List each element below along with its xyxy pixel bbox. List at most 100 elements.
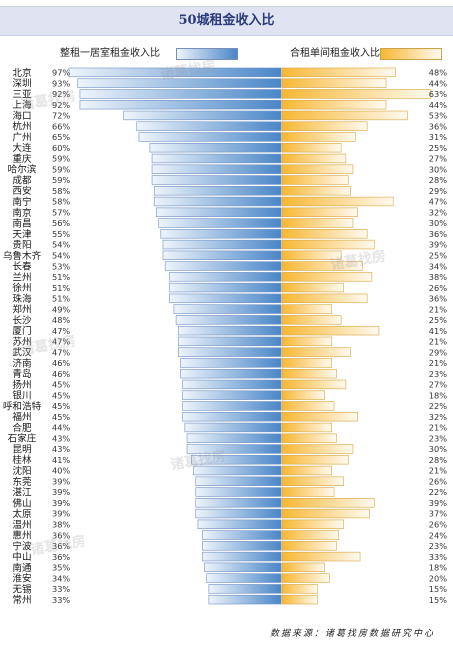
category-label: 天津	[12, 229, 32, 240]
category-label: 杭州	[12, 121, 31, 133]
bar-right	[281, 121, 368, 131]
value-label-left: 65%	[52, 132, 70, 142]
category-label: 兰州	[12, 271, 31, 283]
value-label-left: 33%	[52, 595, 70, 605]
category-label: 南京	[12, 207, 31, 219]
value-label-right: 44%	[429, 100, 447, 110]
legend-swatch-right	[380, 48, 442, 60]
value-label-right: 21%	[429, 423, 447, 433]
value-label-left: 45%	[52, 401, 70, 411]
value-label-right: 25%	[429, 315, 447, 325]
value-label-left: 40%	[52, 466, 70, 476]
bar-right	[281, 455, 349, 465]
bar-left	[162, 239, 282, 250]
value-label-left: 49%	[52, 304, 70, 314]
category-label: 青岛	[12, 368, 31, 380]
bar-right	[281, 153, 347, 164]
category-label: 广州	[12, 131, 31, 143]
bar-right	[281, 487, 335, 497]
value-label-left: 43%	[52, 433, 70, 443]
value-label-right: 15%	[429, 584, 447, 594]
value-label-right: 21%	[429, 337, 447, 347]
bar-left	[149, 143, 282, 153]
category-label: 重庆	[12, 153, 32, 165]
bar-left	[162, 250, 282, 260]
value-label-right: 36%	[429, 121, 447, 131]
value-label-left: 45%	[52, 380, 70, 390]
value-label-left: 59%	[52, 154, 70, 164]
category-label: 长春	[12, 261, 32, 273]
category-label: 惠州	[12, 530, 31, 542]
value-label-right: 33%	[429, 552, 447, 562]
bar-right	[281, 401, 335, 411]
value-label-left: 47%	[52, 347, 70, 357]
category-label: 太原	[12, 508, 32, 520]
category-label: 苏州	[12, 336, 31, 348]
bar-right	[281, 282, 344, 293]
category-label: 哈尔滨	[8, 164, 37, 176]
value-label-left: 33%	[52, 584, 70, 594]
value-label-left: 92%	[52, 89, 70, 99]
bar-left	[79, 99, 282, 110]
value-labels-left: 97%93%92%92%72%66%65%60%59%59%59%58%58%5…	[52, 68, 70, 605]
bar-left	[169, 293, 282, 304]
value-label-left: 53%	[52, 261, 70, 271]
bar-right	[281, 67, 396, 78]
bar-left	[204, 562, 282, 573]
bar-right	[281, 272, 373, 282]
value-label-right: 26%	[429, 283, 447, 293]
category-label: 桂林	[12, 454, 32, 466]
value-label-right: 30%	[429, 218, 447, 228]
bar-left	[138, 132, 282, 142]
legend-label-left: 整租一居室租金收入比	[60, 48, 160, 59]
category-label: 北京	[12, 67, 31, 79]
value-label-left: 66%	[52, 121, 70, 131]
value-label-right: 41%	[429, 326, 447, 336]
category-label: 南通	[12, 562, 32, 574]
category-label: 深圳	[12, 79, 31, 90]
value-label-left: 57%	[52, 207, 70, 217]
bar-left	[164, 261, 282, 271]
value-label-left: 46%	[52, 369, 70, 379]
bar-right	[281, 143, 342, 153]
bar-left	[180, 358, 282, 368]
bar-right	[281, 78, 387, 88]
value-label-left: 93%	[52, 78, 70, 88]
value-label-left: 38%	[52, 520, 70, 530]
value-label-left: 39%	[52, 498, 70, 508]
category-label: 厦门	[12, 325, 31, 337]
value-label-right: 30%	[429, 164, 447, 174]
bar-right	[281, 293, 368, 304]
chart-title: 50城租金收入比	[178, 13, 275, 28]
value-label-right: 47%	[429, 197, 447, 207]
bar-right	[281, 132, 356, 142]
value-label-right: 23%	[429, 433, 447, 443]
bar-right	[281, 530, 340, 540]
bar-right	[281, 250, 342, 260]
category-label: 三亚	[12, 89, 32, 100]
bar-right	[281, 433, 337, 443]
value-label-right: 26%	[429, 476, 447, 486]
bar-left	[202, 530, 282, 540]
value-label-left: 59%	[52, 175, 70, 185]
value-labels-right: 48%44%63%44%53%36%31%25%27%30%28%29%47%3…	[429, 68, 447, 605]
value-label-right: 37%	[429, 509, 447, 519]
bar-left	[195, 487, 282, 497]
category-label: 郑州	[12, 304, 31, 316]
bar-right	[281, 239, 375, 250]
legend-swatch-left	[176, 48, 238, 60]
bar-right	[281, 551, 361, 562]
bar-right	[281, 519, 344, 530]
value-label-right: 38%	[429, 272, 447, 282]
category-label: 南宁	[12, 196, 31, 208]
value-label-left: 72%	[52, 111, 70, 121]
bar-left	[136, 121, 282, 131]
value-label-left: 45%	[52, 390, 70, 400]
value-label-left: 58%	[52, 197, 70, 207]
category-label: 银川	[12, 390, 31, 402]
category-label: 无锡	[12, 583, 32, 595]
category-label: 大连	[12, 142, 32, 154]
value-label-right: 31%	[429, 132, 447, 142]
bar-left	[151, 175, 282, 185]
